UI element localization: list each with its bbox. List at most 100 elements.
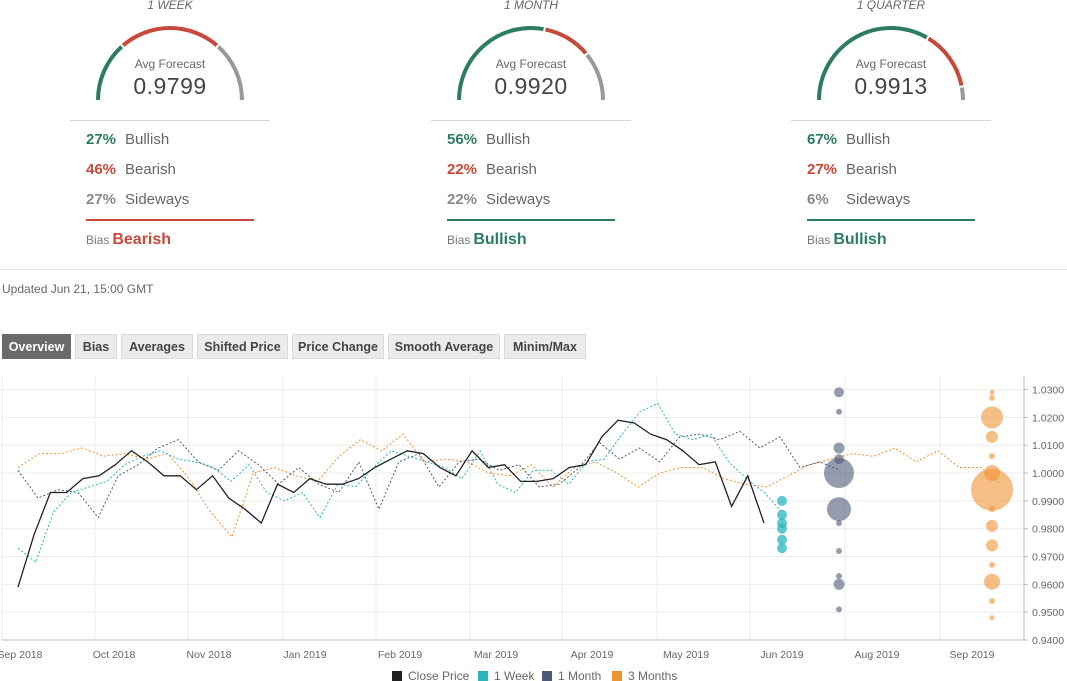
x-tick-label: Feb 2019 (378, 649, 423, 661)
y-tick-label: 0.9400 (1032, 635, 1064, 647)
forecast-period: 1 WEEK (147, 0, 193, 12)
bearish-percent: 22% (447, 161, 478, 178)
month-forecast-dot (836, 408, 842, 415)
y-tick-label: 0.9700 (1032, 552, 1064, 564)
sideways-label: Sideways (125, 191, 190, 208)
gauge-separator (957, 84, 966, 89)
bias-value: Bearish (112, 231, 172, 248)
series-3-months-line (17, 433, 1003, 538)
month-forecast-dot (836, 573, 842, 579)
bearish-percent: 27% (807, 161, 838, 178)
forecast-chart: 1.0300 1.0200 1.0100 1.0000 0.9900 0.9800 0.97… (0, 376, 1064, 681)
legend-label: 1 Week (494, 669, 535, 681)
bullish-label: Bullish (125, 131, 170, 148)
bearish-label: Bearish (125, 161, 176, 178)
bias-value: Bullish (473, 231, 527, 248)
quarter-forecast-dot (984, 573, 1000, 590)
bias-indicator: Bias Bearish (86, 231, 171, 249)
bullish-row: 56% Bullish (447, 131, 627, 148)
avg-forecast-value: 0.9799 (133, 73, 207, 99)
tab-minim-max[interactable]: Minim/Max (504, 334, 586, 359)
tab-smooth-average[interactable]: Smooth Average (388, 334, 500, 359)
sideways-label: Sideways (486, 191, 551, 208)
y-tick-label: 1.0100 (1032, 440, 1064, 452)
bullish-row: 67% Bullish (807, 131, 987, 148)
bias-value: Bullish (833, 231, 887, 248)
tab-bias[interactable]: Bias (75, 334, 117, 359)
bias-label: Bias (807, 233, 831, 247)
gauge-sideways-arc (584, 52, 605, 101)
quarter-forecast-dot (989, 615, 995, 621)
quarter-forecast-dot (981, 406, 1003, 429)
bias-indicator: Bias Bullish (447, 231, 527, 249)
avg-forecast-label: Avg Forecast (855, 57, 927, 71)
month-forecast-dot (834, 387, 844, 398)
tab-price-change[interactable]: Price Change (292, 334, 384, 359)
y-tick-label: 1.0300 (1032, 385, 1064, 397)
legend-label: Close Price (408, 669, 470, 681)
panel-divider (791, 120, 991, 121)
gauge-bullish-arc (817, 26, 929, 101)
y-tick-label: 1.0200 (1032, 412, 1064, 424)
bullish-percent: 67% (807, 131, 838, 148)
tab-averages[interactable]: Averages (121, 334, 193, 359)
bias-underline (86, 219, 254, 221)
bullish-label: Bullish (846, 131, 891, 148)
sideways-row: 27% Sideways (86, 191, 266, 208)
forecast-period: 1 QUARTER (856, 0, 926, 12)
x-tick-label: Aug 2019 (855, 649, 900, 661)
legend-swatch (478, 671, 488, 681)
y-tick-label: 1.0000 (1032, 468, 1064, 480)
gauge-separator (582, 50, 591, 58)
series-1-week-line (17, 402, 783, 563)
avg-forecast-value: 0.9913 (854, 73, 928, 99)
quarter-forecast-dot (986, 539, 998, 552)
x-tick-label: Sep 2018 (0, 649, 43, 661)
legend-swatch (392, 671, 402, 681)
bearish-row: 27% Bearish (807, 161, 987, 178)
month-forecast-dot (827, 497, 851, 522)
x-tick-label: Jan 2019 (283, 649, 326, 661)
bias-label: Bias (447, 233, 471, 247)
x-tick-label: Apr 2019 (571, 649, 614, 661)
month-forecast-dot (824, 458, 854, 488)
x-tick-label: Jun 2019 (760, 649, 803, 661)
month-forecast-dot (833, 442, 845, 454)
sentiment-gauge (457, 25, 605, 101)
legend-label: 3 Months (628, 669, 677, 681)
avg-forecast-label: Avg Forecast (134, 57, 206, 71)
x-tick-label: Oct 2018 (93, 649, 136, 661)
sideways-percent: 6% (807, 191, 829, 208)
quarter-forecast-dot (989, 506, 995, 513)
quarter-forecast-dot (971, 468, 1013, 511)
month-forecast-dot (833, 578, 845, 590)
gauge-bearish-arc (121, 26, 219, 48)
sentiment-gauge (96, 26, 244, 101)
bias-label: Bias (86, 233, 110, 247)
sideways-percent: 27% (86, 191, 117, 208)
x-tick-label: Sep 2019 (950, 649, 995, 661)
updated-timestamp: Updated Jun 21, 15:00 GMT (2, 282, 154, 296)
quarter-forecast-dot (989, 453, 995, 460)
bullish-percent: 27% (86, 131, 117, 148)
week-forecast-dot (777, 534, 787, 545)
week-forecast-dot (777, 523, 787, 534)
week-forecast-dot (777, 509, 787, 520)
bearish-label: Bearish (486, 161, 537, 178)
gauge-bearish-arc (544, 27, 589, 56)
gauge-separator (118, 42, 126, 50)
series-close-price-line (17, 419, 765, 588)
quarter-forecast-dot (989, 389, 995, 395)
tab-overview[interactable]: Overview (2, 334, 71, 359)
legend-swatch (542, 671, 552, 681)
sideways-label: Sideways (846, 191, 911, 208)
tab-shifted-price[interactable]: Shifted Price (197, 334, 288, 359)
sentiment-gauge (817, 26, 966, 101)
month-forecast-dot (836, 548, 842, 554)
gauge-separator (924, 34, 931, 42)
quarter-forecast-dot (989, 598, 995, 604)
bias-indicator: Bias Bullish (807, 231, 887, 249)
x-tick-label: May 2019 (663, 649, 709, 661)
panel-divider (70, 120, 270, 121)
quarter-forecast-dot (989, 561, 995, 568)
